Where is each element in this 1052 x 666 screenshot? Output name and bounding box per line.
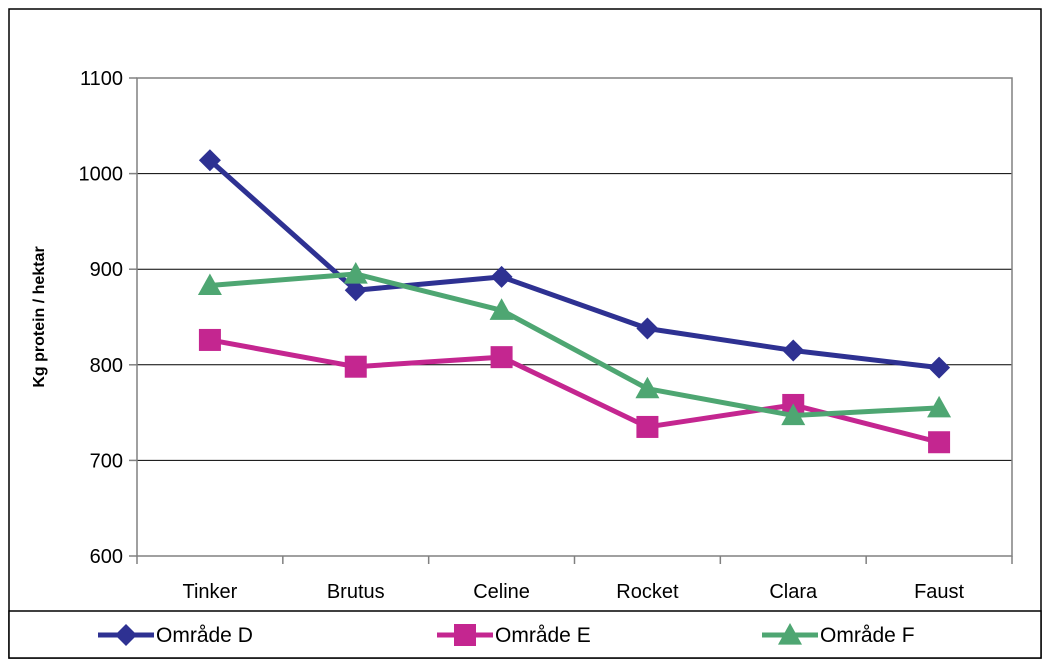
data-point bbox=[490, 265, 513, 288]
y-axis-label: Kg protein / hektar bbox=[31, 246, 48, 387]
legend-swatch-marker bbox=[115, 624, 137, 646]
series-line bbox=[208, 158, 940, 371]
y-axis: 600 700 800 900 1000 1100 bbox=[79, 68, 137, 568]
x-tick-label: Clara bbox=[769, 581, 818, 603]
x-tick-label: Celine bbox=[473, 581, 530, 603]
x-tick-label: Faust bbox=[914, 581, 964, 603]
data-point bbox=[635, 376, 660, 399]
series-line bbox=[209, 337, 940, 445]
data-point bbox=[490, 346, 513, 369]
data-point bbox=[489, 298, 514, 320]
legend-box bbox=[8, 610, 1042, 659]
y-tick-label: 1000 bbox=[79, 164, 124, 186]
data-point bbox=[197, 273, 222, 296]
data-point bbox=[781, 403, 806, 426]
legend-swatch-marker bbox=[454, 624, 476, 646]
series-line bbox=[209, 271, 940, 418]
legend-label: Område F bbox=[820, 624, 915, 647]
data-point bbox=[928, 431, 951, 454]
data-point bbox=[344, 355, 367, 378]
data-point bbox=[782, 339, 805, 362]
data-point bbox=[927, 395, 952, 418]
y-tick-label: 800 bbox=[90, 355, 123, 377]
x-tick-label: Brutus bbox=[327, 581, 385, 603]
legend-label: Område E bbox=[495, 624, 591, 647]
chart-frame bbox=[8, 8, 1042, 659]
x-axis: Tinker Brutus Celine Rocket Clara Faust bbox=[136, 556, 1013, 603]
series-3 bbox=[197, 261, 952, 426]
data-point bbox=[343, 261, 368, 284]
y-tick-label: 600 bbox=[90, 546, 123, 568]
legend: Område D Område E Område F bbox=[98, 623, 915, 647]
data-point bbox=[198, 328, 221, 351]
series-2 bbox=[198, 328, 951, 454]
legend-swatch-marker bbox=[778, 623, 802, 645]
legend-item: Område D bbox=[98, 624, 253, 647]
legend-item: Område E bbox=[437, 624, 591, 647]
series-1 bbox=[198, 149, 951, 379]
y-tick-label: 700 bbox=[90, 450, 123, 472]
x-tick-label: Rocket bbox=[616, 581, 679, 603]
y-tick-label: 1100 bbox=[80, 68, 123, 90]
data-point bbox=[198, 149, 221, 172]
data-point bbox=[636, 317, 659, 340]
data-point bbox=[636, 415, 659, 438]
data-point bbox=[928, 356, 951, 379]
series-layer bbox=[197, 149, 952, 454]
grid-layer bbox=[137, 173, 1012, 461]
x-tick-label: Tinker bbox=[183, 581, 238, 603]
legend-label: Område D bbox=[156, 624, 253, 647]
legend-item: Område F bbox=[762, 623, 915, 647]
data-point bbox=[344, 279, 367, 302]
y-tick-label: 900 bbox=[90, 259, 123, 281]
